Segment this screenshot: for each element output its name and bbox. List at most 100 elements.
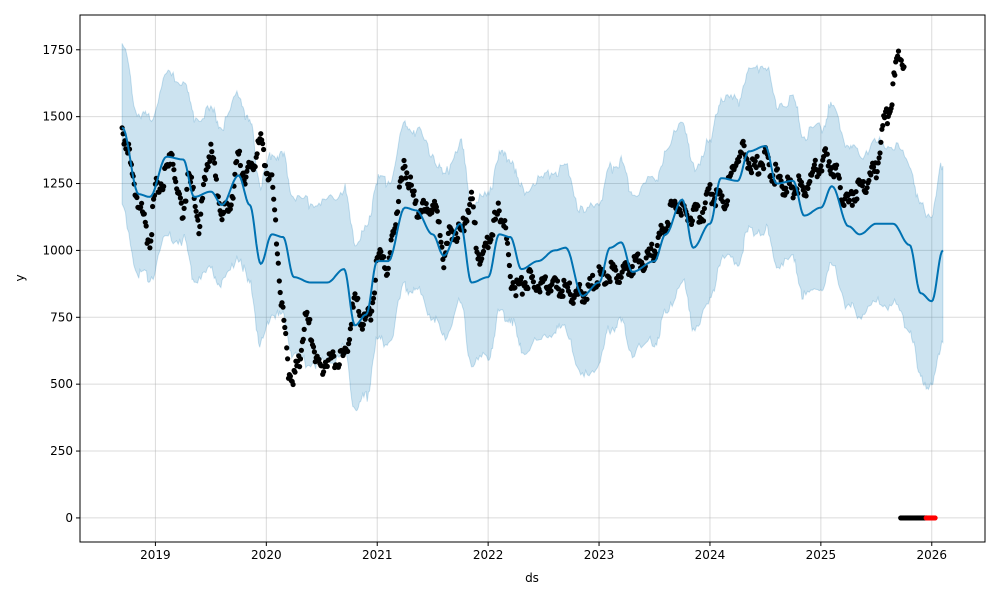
data-point (648, 246, 654, 252)
y-tick-label: 1750 (42, 43, 73, 57)
data-point (566, 280, 573, 286)
data-point (618, 274, 624, 280)
x-tick-label: 2024 (695, 548, 726, 562)
data-point (227, 206, 233, 212)
data-point (346, 341, 352, 347)
data-point (503, 225, 509, 231)
data-point (407, 174, 414, 180)
data-point (466, 209, 472, 215)
data-point (285, 356, 291, 362)
data-point (445, 230, 451, 236)
data-point (774, 166, 781, 172)
grid (80, 15, 985, 542)
data-point (236, 148, 243, 154)
data-point (805, 185, 811, 191)
data-point (434, 208, 440, 214)
data-point (170, 161, 176, 167)
data-point (402, 163, 408, 169)
data-point (877, 150, 883, 156)
data-point (736, 154, 743, 160)
data-point (898, 57, 904, 63)
x-axis: 2019 2020 2021 2022 2023 2024 2025 2026 (140, 542, 947, 562)
data-point (262, 163, 268, 169)
data-point (283, 330, 289, 337)
data-point (148, 238, 154, 244)
data-point (510, 280, 516, 286)
data-point (512, 285, 518, 291)
data-point (689, 218, 696, 224)
data-point (822, 146, 829, 152)
data-point (221, 209, 227, 215)
data-point (863, 189, 869, 195)
data-point (836, 175, 842, 181)
data-point (401, 157, 407, 164)
data-point (372, 277, 378, 283)
x-tick-label: 2022 (473, 548, 504, 562)
data-point (488, 237, 494, 243)
data-point (404, 170, 410, 176)
data-point (197, 223, 203, 230)
data-point (147, 245, 153, 251)
data-point (276, 278, 282, 284)
data-point (282, 324, 288, 331)
data-point (331, 353, 337, 359)
data-point (381, 254, 387, 260)
data-point (205, 164, 211, 170)
data-point (756, 171, 762, 177)
data-point (287, 373, 293, 379)
data-point (809, 169, 816, 175)
data-point (219, 217, 225, 223)
data-point (200, 181, 207, 188)
data-point (853, 189, 859, 195)
data-point (717, 189, 723, 195)
data-point (530, 279, 537, 285)
data-point (292, 369, 298, 375)
data-point (384, 271, 390, 277)
data-point (824, 151, 830, 157)
data-point (352, 291, 358, 297)
data-point (173, 179, 179, 185)
data-point (522, 280, 528, 286)
y-tick-label: 1250 (42, 177, 73, 191)
data-point (519, 291, 525, 297)
data-point (347, 326, 353, 332)
data-point (410, 192, 416, 198)
data-point (177, 195, 183, 201)
data-point (149, 232, 155, 238)
data-point (490, 232, 496, 238)
data-point (485, 244, 491, 251)
data-point (304, 309, 310, 315)
data-point (310, 344, 317, 350)
data-point (209, 149, 215, 155)
data-point (437, 232, 443, 239)
x-tick-label: 2023 (584, 548, 615, 562)
data-point (878, 139, 884, 145)
y-tick-label: 1500 (42, 110, 73, 124)
data-point (864, 185, 870, 191)
data-point (395, 209, 401, 215)
data-point (854, 196, 860, 202)
data-point (371, 290, 378, 296)
data-point (284, 345, 290, 351)
data-point (212, 160, 218, 166)
data-point (345, 348, 351, 354)
data-point (761, 166, 767, 172)
data-point (724, 198, 731, 204)
data-point (826, 159, 832, 165)
x-tick-label: 2026 (916, 548, 947, 562)
data-point (613, 267, 619, 273)
data-point (321, 369, 327, 375)
data-point (403, 175, 409, 181)
data-point (369, 308, 375, 314)
data-point (391, 230, 397, 236)
data-point (357, 312, 363, 319)
data-point (252, 164, 258, 170)
data-point (773, 161, 779, 167)
data-point (868, 172, 874, 178)
data-point (819, 168, 825, 174)
data-point (748, 170, 755, 176)
data-point (700, 218, 707, 224)
data-point (139, 200, 145, 206)
x-tick-label: 2020 (251, 548, 282, 562)
